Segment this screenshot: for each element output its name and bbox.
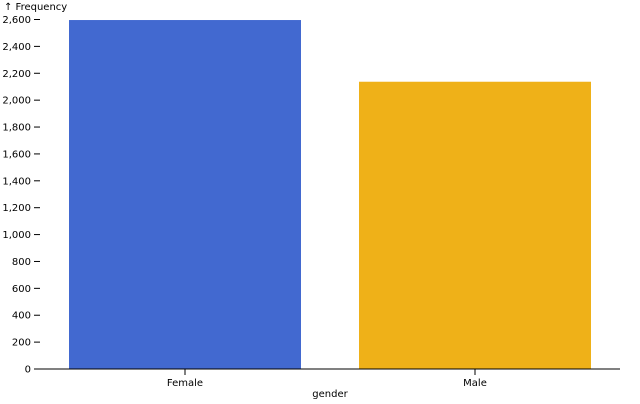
y-tick-label: 1,800 (2, 123, 31, 134)
y-tick-label: 2,000 (2, 96, 31, 107)
y-axis: 0 200 400 600 800 1,000 1,200 1,400 1,600 1,800 2,… (2, 15, 40, 376)
x-tick-label: Male (463, 378, 487, 389)
y-tick-label: 2,200 (2, 69, 31, 80)
y-tick-label: 1,400 (2, 176, 31, 187)
bars (69, 20, 591, 370)
y-tick-label: 1,600 (2, 149, 31, 160)
x-axis: Female Male (40, 368, 620, 389)
y-tick-label: 1,200 (2, 203, 31, 214)
y-tick-label: 0 (25, 365, 31, 376)
y-tick-label: 400 (12, 311, 31, 322)
y-tick-label: 2,400 (2, 42, 31, 53)
bar-female (69, 20, 301, 370)
y-tick-label: 600 (12, 284, 31, 295)
y-tick-label: 800 (12, 257, 31, 268)
y-axis-label: ↑ Frequency (4, 2, 67, 13)
y-tick-label: 1,000 (2, 230, 31, 241)
x-tick-label: Female (167, 378, 203, 389)
bar-male (359, 81, 591, 369)
y-tick-label: 200 (12, 338, 31, 349)
y-tick-label: 2,600 (2, 15, 31, 26)
x-axis-label: gender (312, 389, 348, 400)
